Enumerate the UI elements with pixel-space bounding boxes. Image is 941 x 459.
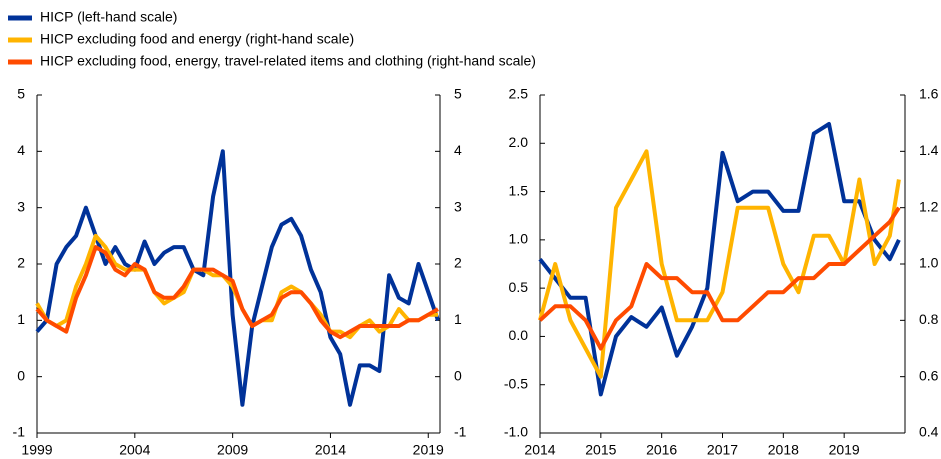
y-tick-label: 2.0 (509, 134, 529, 150)
y-tick-label: 2.5 (509, 86, 529, 102)
y-tick-label: 0.0 (509, 327, 529, 343)
x-tick-label: 2018 (768, 442, 799, 458)
y-tick-label: 1.5 (509, 182, 529, 198)
x-tick-label: 2017 (707, 442, 738, 458)
legend-label: HICP excluding food, energy, travel-rela… (40, 53, 536, 69)
series-line (35, 233, 438, 340)
y2-tick-label: 1.0 (919, 255, 939, 271)
y-tick-label: 3 (17, 198, 25, 214)
y-tick-label: 5 (17, 86, 25, 102)
x-tick-label: 2004 (119, 442, 150, 458)
y-tick-label: 1.0 (509, 231, 529, 247)
y2-tick-label: 1 (454, 311, 462, 327)
legend-label: HICP excluding food and energy (right-ha… (40, 31, 354, 47)
y2-tick-label: 2 (454, 255, 462, 271)
x-tick-label: 2019 (413, 442, 444, 458)
series-line (538, 206, 901, 351)
x-tick-label: 2014 (315, 442, 346, 458)
y-tick-label: -1.0 (504, 424, 528, 440)
y2-tick-label: 1.4 (919, 142, 939, 158)
series-line (35, 149, 440, 407)
x-tick-label: 1999 (21, 442, 52, 458)
y-tick-label: 4 (17, 142, 25, 158)
y2-tick-label: 0 (454, 367, 462, 383)
y-tick-label: -0.5 (504, 375, 528, 391)
y-tick-label: 0.5 (509, 279, 529, 295)
y2-tick-label: 0.4 (919, 424, 939, 440)
x-tick-label: 2014 (524, 442, 555, 458)
y2-tick-label: 0.8 (919, 311, 939, 327)
series-line (35, 245, 439, 340)
y-tick-label: 2 (17, 255, 25, 271)
y-tick-label: 0 (17, 367, 25, 383)
y2-tick-label: -1 (454, 424, 467, 440)
legend-label: HICP (left-hand scale) (40, 9, 177, 25)
y2-tick-label: 5 (454, 86, 462, 102)
y-tick-label: -1 (13, 424, 26, 440)
y2-tick-label: 4 (454, 142, 462, 158)
y2-tick-label: 1.2 (919, 198, 939, 214)
x-tick-label: 2009 (217, 442, 248, 458)
y2-tick-label: 0.6 (919, 367, 939, 383)
x-tick-label: 2019 (829, 442, 860, 458)
y-tick-label: 1 (17, 311, 25, 327)
y2-tick-label: 1.6 (919, 86, 939, 102)
x-tick-label: 2015 (585, 442, 616, 458)
series-line (538, 122, 901, 397)
x-tick-label: 2016 (646, 442, 677, 458)
y2-tick-label: 3 (454, 198, 462, 214)
